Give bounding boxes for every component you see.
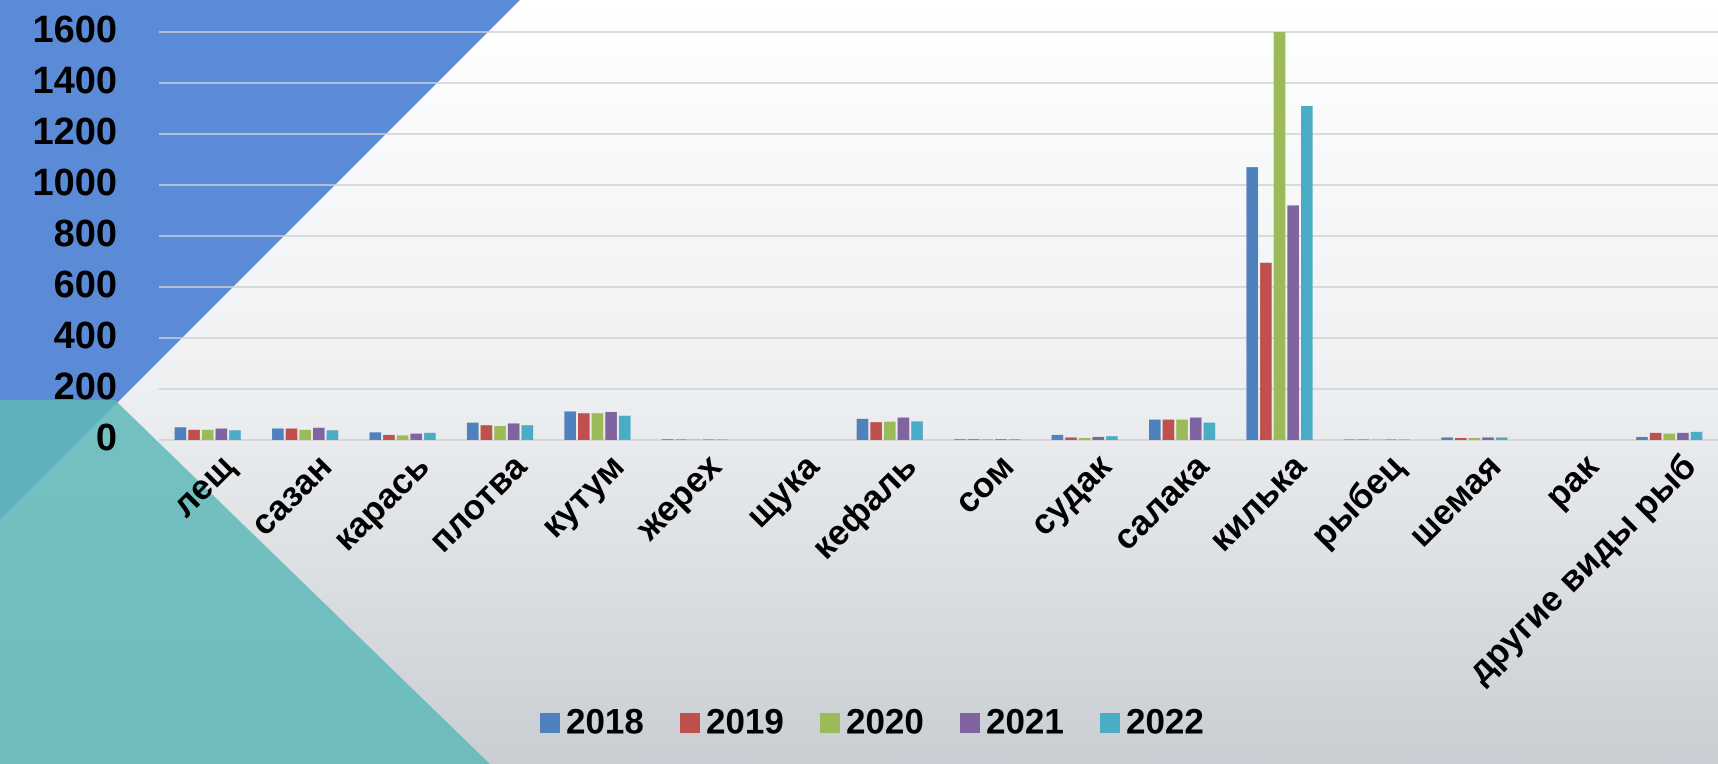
bar: [1176, 420, 1188, 440]
bar: [1149, 420, 1161, 440]
bar: [1246, 167, 1258, 440]
bar: [1190, 418, 1202, 440]
bar: [1650, 433, 1662, 440]
bar: [968, 439, 980, 440]
bar: [1287, 205, 1299, 440]
bar: [1052, 435, 1064, 440]
bar: [1092, 437, 1104, 440]
bar: [1065, 437, 1077, 440]
bar: [662, 439, 674, 440]
bar: [1398, 439, 1410, 440]
bar: [1009, 439, 1021, 440]
bar: [229, 430, 241, 440]
legend-label: 2018: [566, 702, 644, 741]
bar: [494, 426, 506, 440]
bar: [1301, 106, 1313, 440]
legend-label: 2019: [706, 702, 784, 741]
bar: [1344, 439, 1356, 440]
bar: [369, 432, 381, 440]
bar: [383, 435, 395, 440]
y-tick-label: 800: [54, 213, 117, 255]
bar: [605, 412, 617, 440]
bar: [299, 430, 311, 440]
legend-swatch: [960, 713, 980, 733]
bar: [216, 429, 228, 440]
y-tick-label: 600: [54, 264, 117, 306]
bar: [521, 425, 533, 440]
bar: [995, 439, 1007, 440]
bar: [1663, 434, 1675, 440]
bar: [1079, 438, 1091, 440]
bar: [1496, 437, 1508, 440]
bar: [578, 413, 590, 440]
bar: [1691, 432, 1703, 440]
bar: [286, 429, 298, 440]
bar: [870, 422, 882, 440]
y-tick-label: 1000: [32, 162, 117, 204]
bar: [1106, 436, 1118, 440]
bar: [689, 439, 701, 440]
bar: [592, 413, 604, 440]
bar: [675, 439, 687, 440]
bar: [467, 423, 479, 440]
legend-swatch: [820, 713, 840, 733]
y-tick-label: 200: [54, 366, 117, 408]
bar: [1274, 32, 1286, 440]
y-tick-label: 1200: [32, 111, 117, 153]
legend-swatch: [540, 713, 560, 733]
y-tick-label: 0: [96, 417, 117, 459]
y-tick-label: 1600: [32, 9, 117, 51]
bar: [954, 439, 966, 440]
bar: [1455, 438, 1467, 440]
bar: [1636, 437, 1648, 440]
bar: [1204, 423, 1216, 440]
bar: [1385, 439, 1397, 440]
bar: [481, 425, 493, 440]
bar: [202, 430, 214, 440]
bar: [188, 430, 200, 440]
bar: [1441, 437, 1453, 440]
legend-swatch: [1100, 713, 1120, 733]
bar: [313, 428, 325, 440]
bar: [1371, 439, 1383, 440]
chart: 02004006008001000120014001600лещсазанкар…: [0, 0, 1718, 764]
bar: [898, 418, 910, 440]
bar: [564, 411, 576, 440]
legend-label: 2020: [846, 702, 924, 741]
bar: [703, 439, 715, 440]
bar: [716, 439, 728, 440]
bar: [981, 439, 993, 440]
bar: [1358, 439, 1370, 440]
bar: [911, 421, 923, 440]
bar: [857, 419, 869, 440]
bar: [619, 416, 631, 440]
legend-label: 2022: [1126, 702, 1204, 741]
bar: [1677, 433, 1689, 440]
bar: [1469, 438, 1481, 440]
bar: [1260, 263, 1272, 440]
legend-swatch: [680, 713, 700, 733]
y-tick-label: 1400: [32, 60, 117, 102]
bar: [327, 430, 339, 440]
bar: [397, 435, 409, 440]
bar: [272, 429, 284, 440]
bar: [1482, 437, 1494, 440]
bar: [884, 422, 896, 440]
bar: [508, 423, 520, 440]
bar: [175, 427, 187, 440]
bar: [1163, 420, 1175, 440]
y-tick-label: 400: [54, 315, 117, 357]
bar: [424, 433, 436, 440]
legend-label: 2021: [986, 702, 1064, 741]
bar: [410, 434, 422, 440]
